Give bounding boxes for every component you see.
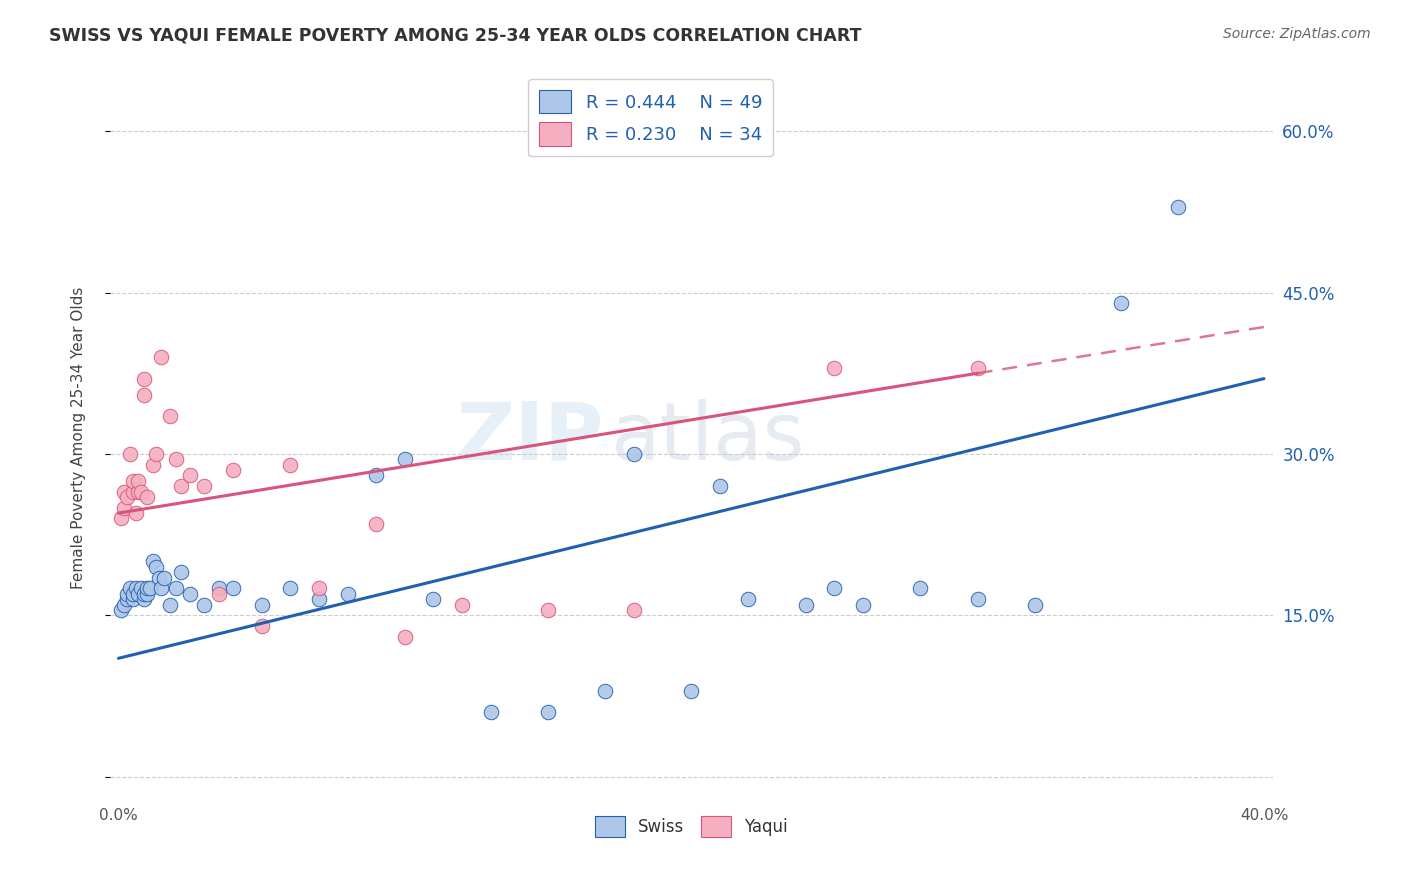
Point (145, 560, 167, 574)
Point (115, 490, 138, 504)
Point (479, 705, 502, 719)
Legend: Swiss, Yaqui: Swiss, Yaqui (588, 809, 794, 844)
Point (115, 592, 138, 607)
Point (193, 479, 215, 493)
Point (623, 603, 645, 617)
Point (422, 592, 444, 607)
Point (121, 592, 143, 607)
Point (394, 630, 416, 644)
Point (145, 447, 167, 461)
Point (823, 582, 845, 596)
Point (121, 484, 143, 499)
Point (193, 598, 215, 612)
Point (112, 598, 135, 612)
Point (150, 350, 173, 364)
Point (910, 582, 932, 596)
Point (179, 587, 201, 601)
Point (1167, 200, 1189, 214)
Point (115, 587, 138, 601)
Point (165, 582, 187, 596)
Text: SWISS VS YAQUI FEMALE POVERTY AMONG 25-34 YEAR OLDS CORRELATION CHART: SWISS VS YAQUI FEMALE POVERTY AMONG 25-3… (49, 27, 862, 45)
Point (250, 619, 273, 633)
Point (278, 458, 301, 472)
Point (121, 474, 143, 488)
Point (170, 566, 193, 580)
Point (118, 582, 141, 596)
Point (150, 582, 173, 596)
Point (623, 447, 645, 461)
Point (308, 592, 330, 607)
Point (139, 582, 162, 596)
Point (165, 452, 187, 467)
Point (681, 683, 703, 698)
Point (451, 598, 474, 612)
Point (1024, 598, 1046, 612)
Point (159, 409, 181, 424)
Point (966, 592, 988, 607)
Point (110, 511, 132, 525)
Point (179, 468, 201, 483)
Point (208, 582, 231, 596)
Point (794, 598, 817, 612)
Point (136, 587, 159, 601)
Point (110, 603, 132, 617)
Point (121, 587, 143, 601)
Point (159, 598, 181, 612)
Point (336, 587, 359, 601)
Point (124, 506, 146, 520)
Point (134, 592, 156, 607)
Point (852, 598, 875, 612)
Point (737, 592, 759, 607)
Text: atlas: atlas (610, 399, 804, 477)
Point (308, 582, 330, 596)
Point (134, 587, 156, 601)
Point (136, 490, 159, 504)
Point (136, 582, 159, 596)
Point (142, 554, 165, 568)
Point (366, 468, 388, 483)
Point (366, 516, 388, 531)
Point (394, 452, 416, 467)
Point (278, 582, 301, 596)
Point (127, 474, 149, 488)
Point (131, 484, 153, 499)
Point (124, 582, 146, 596)
Point (112, 500, 135, 515)
Point (142, 458, 165, 472)
Point (134, 371, 156, 385)
Point (222, 582, 245, 596)
Point (170, 479, 193, 493)
Point (537, 603, 560, 617)
Point (222, 463, 245, 477)
Text: Source: ZipAtlas.com: Source: ZipAtlas.com (1223, 27, 1371, 41)
Point (127, 484, 149, 499)
Y-axis label: Female Poverty Among 25-34 Year Olds: Female Poverty Among 25-34 Year Olds (72, 286, 86, 589)
Point (537, 705, 560, 719)
Text: ZIP: ZIP (457, 399, 605, 477)
Point (112, 484, 135, 499)
Point (134, 388, 156, 402)
Point (709, 479, 731, 493)
Point (593, 683, 616, 698)
Point (250, 598, 273, 612)
Point (153, 571, 176, 585)
Point (127, 587, 149, 601)
Point (1109, 296, 1132, 310)
Point (208, 587, 231, 601)
Point (118, 447, 141, 461)
Point (823, 360, 845, 375)
Point (131, 582, 153, 596)
Point (966, 360, 988, 375)
Point (148, 571, 170, 585)
